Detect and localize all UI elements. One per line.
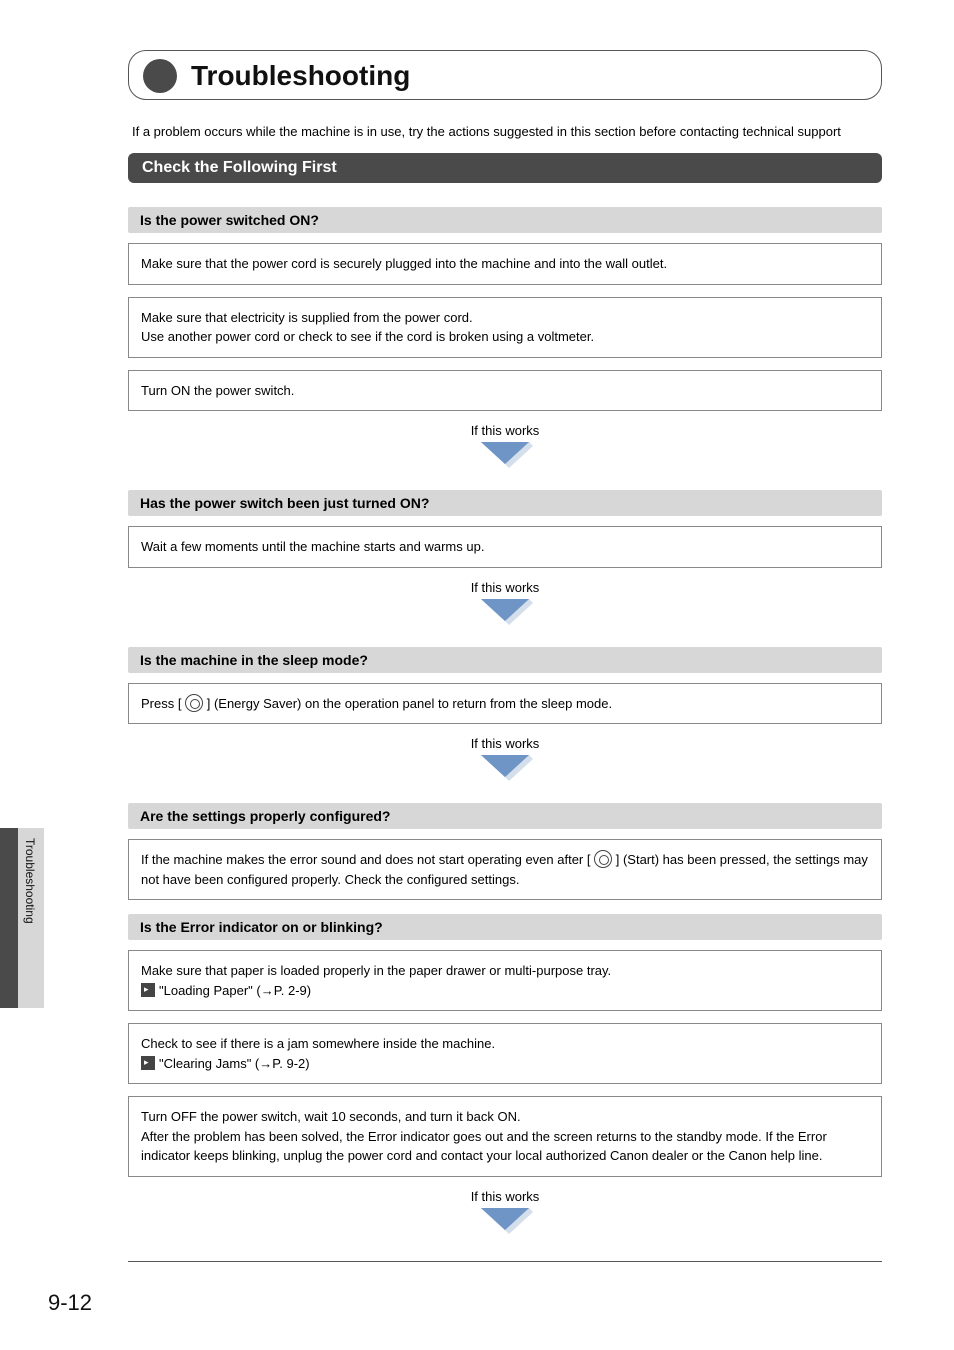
- q1-box-1: Make sure that electricity is supplied f…: [128, 297, 882, 358]
- q4-box: If the machine makes the error sound and…: [128, 839, 882, 900]
- q5-box-2: Check to see if there is a jam somewhere…: [128, 1023, 882, 1084]
- chapter-title: Troubleshooting: [191, 60, 410, 92]
- chapter-dot-icon: [143, 59, 177, 93]
- q3-box: Press [ ] (Energy Saver) on the operatio…: [128, 683, 882, 725]
- q5-box1-ref: "Loading Paper" (→P. 2-9): [141, 981, 869, 1001]
- reference-icon: [141, 983, 155, 997]
- arrow-down-icon: [475, 1206, 535, 1234]
- q2-box-0: Wait a few moments until the machine sta…: [128, 526, 882, 568]
- q5-box-3: Turn OFF the power switch, wait 10 secon…: [128, 1096, 882, 1177]
- section-bar: Check the Following First: [128, 153, 882, 183]
- q5-box1-ref-text: "Loading Paper" (→P. 2-9): [159, 983, 311, 998]
- side-bar-accent: [0, 828, 18, 1008]
- q5-heading: Is the Error indicator on or blinking?: [128, 914, 882, 940]
- side-tab-label: Troubleshooting: [23, 838, 37, 924]
- page-number: 9-12: [48, 1290, 92, 1316]
- intro-text: If a problem occurs while the machine is…: [132, 124, 882, 139]
- reference-icon: [141, 1056, 155, 1070]
- q1-box-2: Turn ON the power switch.: [128, 370, 882, 412]
- q3-block: Is the machine in the sleep mode? Press …: [128, 647, 882, 782]
- page-body: Troubleshooting If a problem occurs whil…: [0, 0, 954, 1234]
- q3-post: ] (Energy Saver) on the operation panel …: [207, 696, 612, 711]
- energy-saver-icon: [185, 694, 203, 712]
- q5-box2-ref: "Clearing Jams" (→P. 9-2): [141, 1054, 869, 1074]
- q1-block: Is the power switched ON? Make sure that…: [128, 207, 882, 468]
- q5-block: Is the Error indicator on or blinking? M…: [128, 914, 882, 1234]
- q2-block: Has the power switch been just turned ON…: [128, 490, 882, 625]
- q3-pre: Press [: [141, 696, 181, 711]
- q3-heading: Is the machine in the sleep mode?: [128, 647, 882, 673]
- q5-box1-line1: Make sure that paper is loaded properly …: [141, 961, 869, 981]
- q4-heading: Are the settings properly configured?: [128, 803, 882, 829]
- q1-if-works: If this works: [128, 423, 882, 438]
- q3-if-works: If this works: [128, 736, 882, 751]
- q1-box-0: Make sure that the power cord is securel…: [128, 243, 882, 285]
- q2-if-works: If this works: [128, 580, 882, 595]
- q5-if-works: If this works: [128, 1189, 882, 1204]
- q5-box2-line1: Check to see if there is a jam somewhere…: [141, 1034, 869, 1054]
- arrow-down-icon: [475, 440, 535, 468]
- arrow-down-icon: [475, 597, 535, 625]
- q2-heading: Has the power switch been just turned ON…: [128, 490, 882, 516]
- footer-rule: [128, 1261, 882, 1262]
- q4-block: Are the settings properly configured? If…: [128, 803, 882, 900]
- chapter-title-wrap: Troubleshooting: [128, 50, 882, 100]
- q5-box2-ref-text: "Clearing Jams" (→P. 9-2): [159, 1056, 310, 1071]
- q1-heading: Is the power switched ON?: [128, 207, 882, 233]
- start-icon: [594, 850, 612, 868]
- arrow-down-icon: [475, 753, 535, 781]
- q5-box-1: Make sure that paper is loaded properly …: [128, 950, 882, 1011]
- q4-pre: If the machine makes the error sound and…: [141, 852, 590, 867]
